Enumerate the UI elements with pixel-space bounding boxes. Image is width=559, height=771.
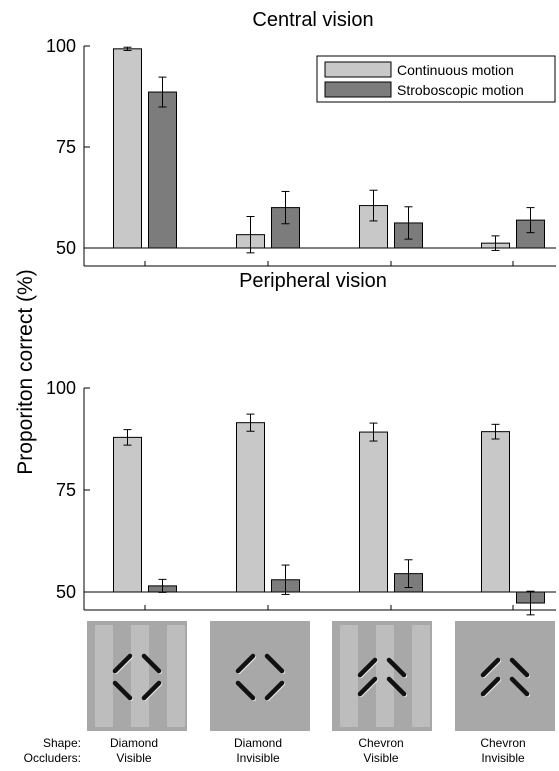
stimulus-shape-label: Chevron (358, 736, 403, 750)
edge-segment (235, 680, 256, 701)
edge-segment (480, 676, 501, 697)
legend-label-continuous: Continuous motion (397, 62, 514, 78)
row-label-shape: Shape: (43, 736, 81, 750)
edge-segment (112, 653, 133, 674)
stimulus-labels: DiamondVisibleDiamondInvisibleChevronVis… (110, 736, 526, 765)
x-ticks (144, 605, 514, 610)
stimulus-1 (87, 621, 187, 731)
stimulus-4 (455, 621, 555, 731)
y-tick-label: 75 (56, 137, 76, 157)
y-axis-label: Proporiton correct (%) (14, 269, 37, 474)
panel-title-peripheral: Peripheral vision (239, 270, 387, 292)
edge-segment (509, 657, 530, 678)
edge-segment (141, 680, 162, 701)
edge-segment (357, 657, 378, 678)
stimulus-shape-label: Diamond (234, 736, 282, 750)
bars (113, 46, 545, 254)
legend-label-stroboscopic: Stroboscopic motion (397, 82, 524, 98)
stimulus-background (210, 621, 310, 731)
y-tick-label: 100 (46, 36, 76, 56)
peripheral-vision-panel: Peripheral vision 50 75 100 (46, 270, 556, 616)
edge-segment (386, 676, 407, 697)
stimulus-shape-label: Chevron (480, 736, 525, 750)
edge-segment (386, 657, 407, 678)
occluder-strip (376, 625, 394, 727)
y-ticks: 50 75 100 (46, 36, 90, 258)
edge-segment (264, 653, 285, 674)
y-tick-label: 100 (46, 378, 76, 398)
occluder-strip (412, 625, 430, 727)
edge-segment (357, 676, 378, 697)
y-tick-label: 50 (56, 582, 76, 602)
stimulus-occluders-label: Visible (363, 751, 398, 765)
x-ticks (144, 261, 514, 266)
bar-continuous (236, 422, 265, 593)
stimulus-shape-label: Diamond (110, 736, 158, 750)
edge-segment (112, 680, 133, 701)
stimulus-2 (210, 621, 310, 731)
legend: Continuous motion Stroboscopic motion (316, 55, 556, 103)
bar-continuous (359, 431, 388, 593)
legend-swatch-continuous (324, 61, 392, 78)
stimulus-3 (332, 621, 432, 731)
stimulus-background (455, 621, 555, 731)
panel-title-central: Central vision (252, 9, 373, 31)
occluder-strip (340, 625, 358, 727)
occluder-strip (131, 625, 149, 727)
edge-segment (141, 653, 162, 674)
stimulus-images (87, 621, 555, 731)
row-label-occluders: Occluders: (24, 751, 81, 765)
edge-segment (509, 676, 530, 697)
y-ticks: 50 75 100 (46, 378, 90, 602)
stimulus-occluders-label: Invisible (481, 751, 525, 765)
occluder-strip (95, 625, 113, 727)
bar-stroboscopic (148, 91, 177, 249)
edge-segment (264, 680, 285, 701)
bars (113, 413, 545, 616)
bar-continuous (481, 431, 510, 593)
y-tick-label: 50 (56, 238, 76, 258)
stimulus-occluders-label: Visible (116, 751, 151, 765)
central-vision-panel: Central vision 50 75 100 Continuous motion… (46, 9, 556, 267)
stimulus-occluders-label: Invisible (236, 751, 280, 765)
occluder-strip (167, 625, 185, 727)
bar-continuous (113, 436, 142, 593)
legend-swatch-stroboscopic (324, 81, 392, 98)
edge-segment (235, 653, 256, 674)
bar-continuous (113, 48, 142, 249)
y-tick-label: 75 (56, 480, 76, 500)
edge-segment (480, 657, 501, 678)
